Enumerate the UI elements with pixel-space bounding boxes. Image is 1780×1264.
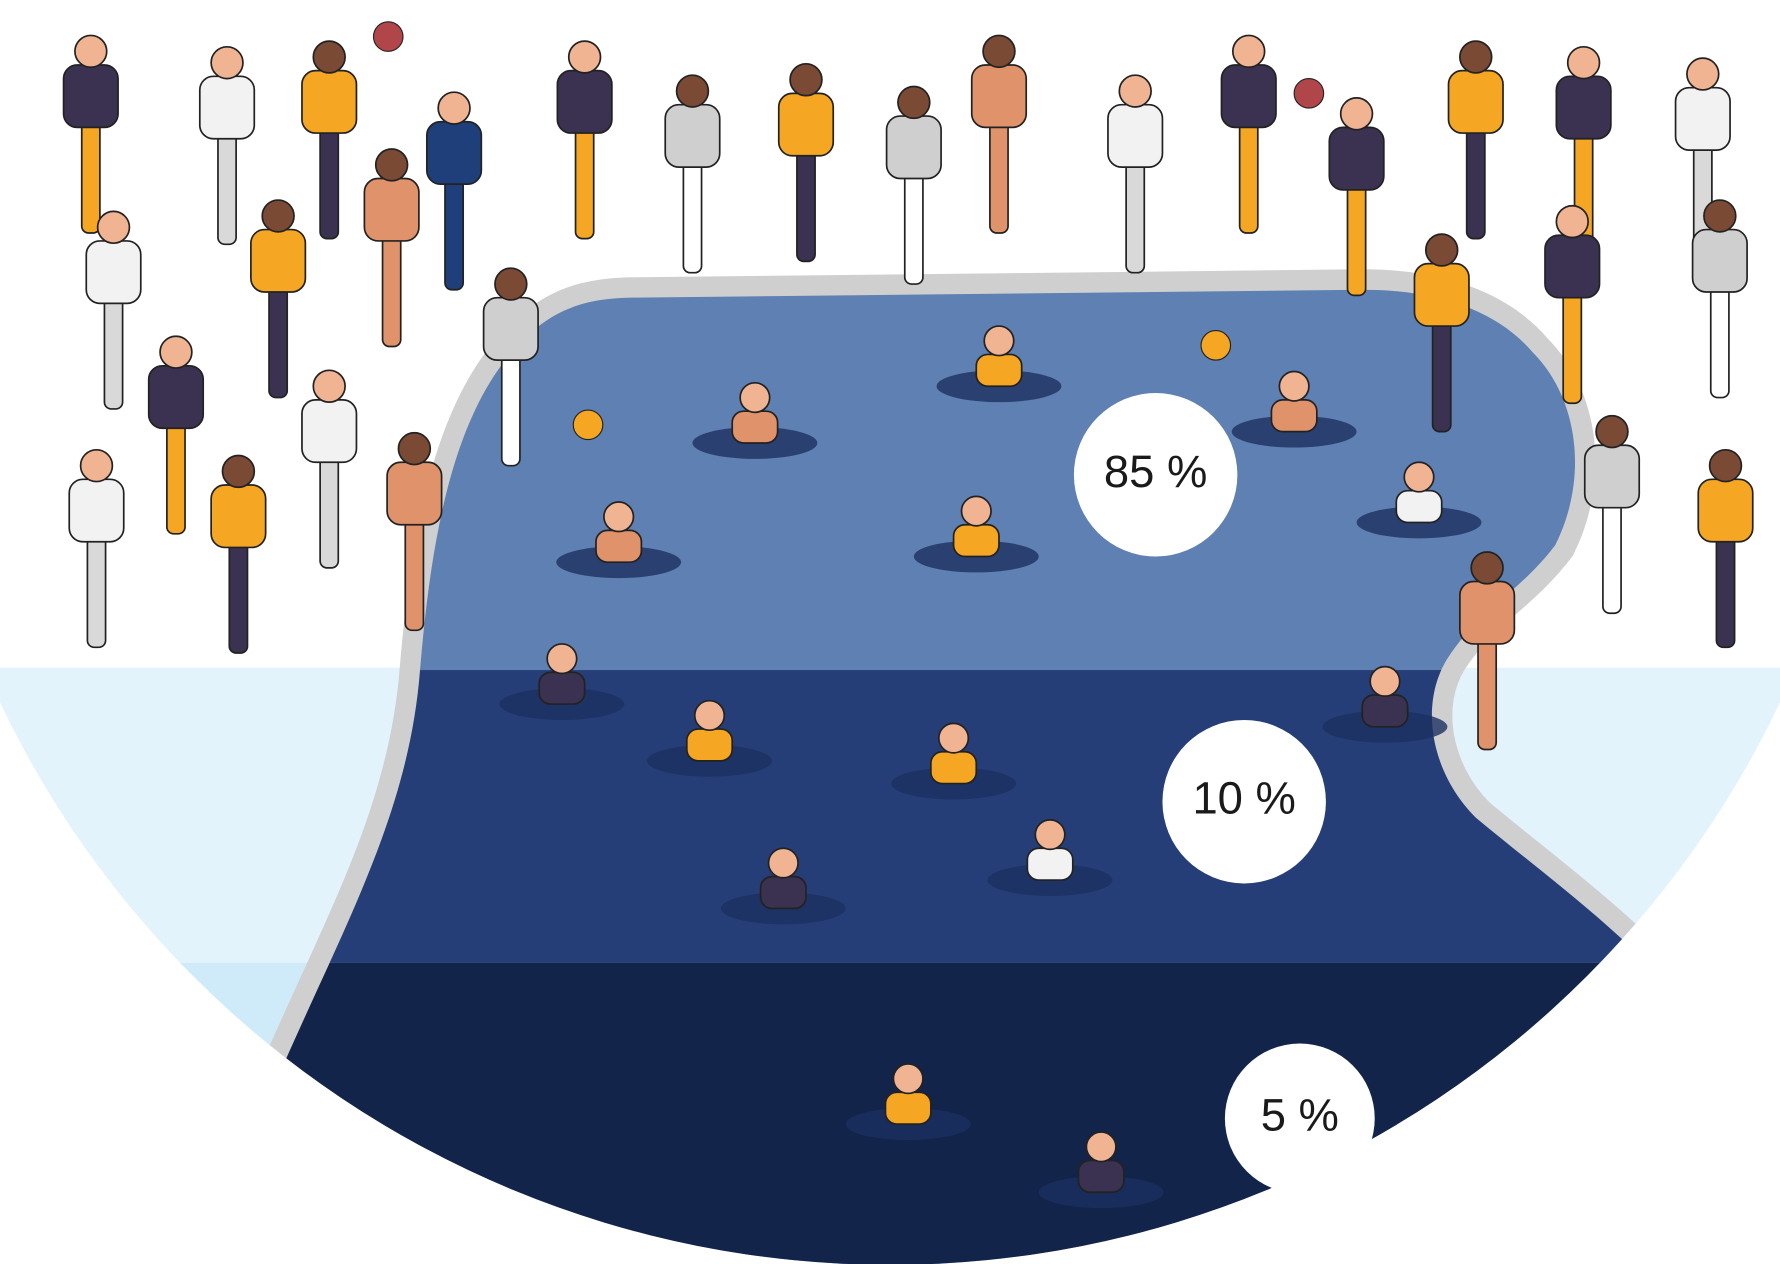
person — [1108, 75, 1162, 273]
illustration: 85 % 10 % 5 % — [0, 0, 1780, 1264]
person — [69, 450, 123, 648]
person — [302, 41, 356, 239]
ball — [1294, 79, 1324, 109]
page: 85 % 10 % 5 % (() => { const data = JSON… — [0, 0, 1780, 1264]
person — [1221, 35, 1275, 233]
person — [200, 47, 254, 245]
person — [972, 35, 1026, 233]
person — [364, 149, 418, 347]
person — [1449, 41, 1503, 239]
person — [149, 336, 203, 534]
person — [251, 200, 305, 398]
ball — [373, 22, 403, 52]
person — [665, 75, 719, 273]
ball — [1201, 331, 1231, 361]
ball — [573, 410, 603, 440]
person — [779, 64, 833, 262]
badge-label: 5 % — [1261, 1089, 1339, 1140]
person — [86, 211, 140, 409]
person — [557, 41, 611, 239]
person — [887, 87, 941, 285]
person — [302, 370, 356, 568]
person — [1698, 450, 1752, 648]
badge-label: 85 % — [1104, 446, 1207, 497]
person — [211, 455, 265, 653]
person — [427, 92, 481, 290]
person — [1329, 98, 1383, 296]
person — [64, 35, 118, 233]
badge-label: 10 % — [1192, 773, 1295, 824]
